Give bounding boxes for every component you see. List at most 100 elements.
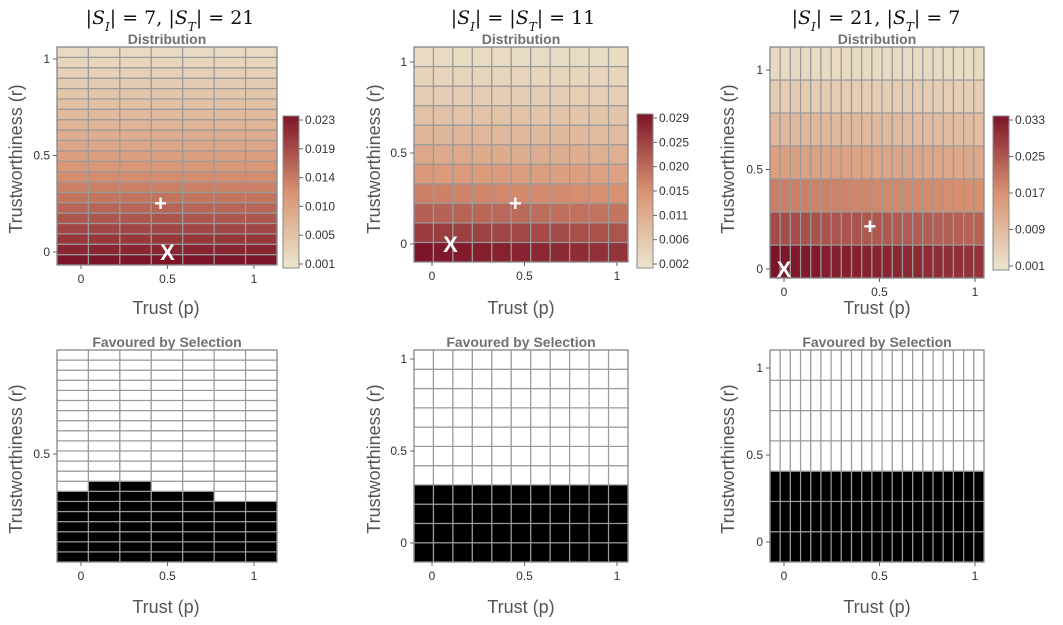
- heatmap-cell: [922, 531, 934, 563]
- heatmap-cell: [87, 129, 121, 142]
- heatmap-cell: [413, 522, 435, 544]
- heatmap-cell: [588, 387, 610, 409]
- heatmap-cell: [119, 359, 152, 371]
- heatmap-cell: [779, 379, 791, 412]
- x-tick-label: 0.5: [159, 272, 176, 286]
- heatmap-cell: [213, 233, 247, 245]
- heatmap-cell: [789, 349, 802, 381]
- heatmap-cell: [850, 112, 863, 147]
- heatmap-cell: [213, 202, 247, 214]
- heatmap-cell: [510, 503, 532, 525]
- heatmap-cell: [432, 503, 454, 525]
- heatmap-cell: [150, 139, 184, 152]
- heatmap-cell: [244, 430, 278, 442]
- heatmap-cell: [87, 254, 121, 266]
- colorbar-tick-label: 0.010: [305, 199, 335, 213]
- heatmap-cell: [56, 119, 90, 131]
- heatmap-cell: [588, 503, 610, 525]
- heatmap-cell: [912, 379, 924, 412]
- heatmap-cell: [182, 77, 215, 90]
- heatmap-cell: [607, 183, 629, 204]
- heatmap-cell: [569, 426, 590, 447]
- heatmap-cell: [799, 379, 812, 412]
- y-tick-label: 1: [756, 63, 763, 77]
- heatmap-cell: [491, 144, 512, 165]
- heatmap-cell: [471, 202, 493, 224]
- heatmap-cell: [119, 531, 152, 543]
- heatmap-cell: [569, 222, 590, 244]
- heatmap-cell: [119, 420, 152, 432]
- heatmap-cell: [56, 470, 90, 482]
- heatmap-cell: [912, 79, 924, 114]
- heatmap-cell: [952, 244, 965, 279]
- heatmap-cell: [973, 500, 985, 533]
- panel-5: Favoured by Selection 0 0.5 1 0 0.5 1 Trust (p)…: [364, 334, 629, 617]
- heatmap-cell: [810, 379, 822, 412]
- heatmap-cell: [789, 244, 802, 279]
- x-tick-label: 0: [429, 269, 436, 283]
- heatmap-cell: [932, 46, 944, 81]
- heatmap-cell: [56, 420, 90, 432]
- heatmap-cell: [799, 531, 812, 563]
- heatmap-cell: [150, 129, 184, 142]
- heatmap-cell: [607, 124, 629, 146]
- heatmap-cell: [799, 440, 812, 472]
- heatmap-cell: [861, 379, 873, 412]
- heatmap-cell: [810, 79, 822, 114]
- heatmap-cell: [607, 465, 629, 486]
- heatmap-cell: [588, 144, 610, 165]
- heatmap-cell: [830, 500, 842, 533]
- heatmap-cell: [150, 500, 184, 513]
- heatmap-cell: [769, 470, 781, 503]
- heatmap-cell: [213, 254, 247, 266]
- heatmap-cell: [840, 379, 853, 412]
- heatmap-cell: [510, 163, 532, 185]
- heatmap-cell: [912, 211, 924, 246]
- heatmap-cell: [87, 480, 121, 492]
- heatmap-cell: [452, 368, 473, 390]
- heatmap-cell: [789, 470, 802, 503]
- heatmap-cell: [569, 183, 590, 204]
- heatmap-cell: [901, 470, 914, 503]
- heatmap-cell: [530, 124, 551, 146]
- heatmap-cell: [779, 409, 791, 442]
- heatmap-cell: [932, 379, 944, 412]
- heatmap-cell: [432, 163, 454, 185]
- heatmap-cell: [119, 430, 152, 442]
- colorbar-tick-label: 0.005: [305, 228, 335, 242]
- heatmap-cell: [244, 160, 278, 173]
- heatmap-cell: [932, 112, 944, 147]
- heatmap-cell: [182, 108, 215, 121]
- heatmap-cell: [87, 490, 121, 503]
- heatmap-cell: [471, 465, 493, 486]
- heatmap-cell: [891, 244, 904, 279]
- y-axis-label: Trustworthiness (r): [364, 84, 384, 233]
- y-axis-label: Trustworthiness (r): [718, 384, 738, 533]
- heatmap-cell: [549, 522, 571, 544]
- heatmap-cell: [871, 112, 883, 147]
- heatmap-cell: [881, 244, 893, 279]
- heatmap-cell: [413, 85, 435, 107]
- heatmap-cell: [213, 222, 247, 235]
- heatmap-cell: [871, 500, 883, 533]
- heatmap-cell: [952, 46, 965, 81]
- heatmap-cell: [820, 211, 832, 246]
- heatmap-cell: [119, 450, 152, 462]
- heatmap-cell: [56, 87, 90, 100]
- heatmap-cell: [491, 349, 512, 370]
- y-axis-label: Trustworthiness (r): [364, 384, 384, 533]
- heatmap-cell: [569, 465, 590, 486]
- heatmap-cell: [952, 145, 965, 180]
- heatmap-cell: [119, 521, 152, 533]
- heatmap-cell: [87, 56, 121, 69]
- heatmap-cell: [87, 108, 121, 121]
- x-axis-label: Trust (p): [132, 597, 199, 617]
- y-tick-label: 1: [43, 52, 50, 66]
- heatmap-cell: [244, 500, 278, 513]
- heatmap-cell: [150, 56, 184, 69]
- y-tick-label: 0: [43, 245, 50, 259]
- heatmap-cell: [213, 460, 247, 472]
- heatmap-cell: [607, 445, 629, 467]
- heatmap-cell: [871, 379, 883, 412]
- heatmap-cell: [789, 178, 802, 213]
